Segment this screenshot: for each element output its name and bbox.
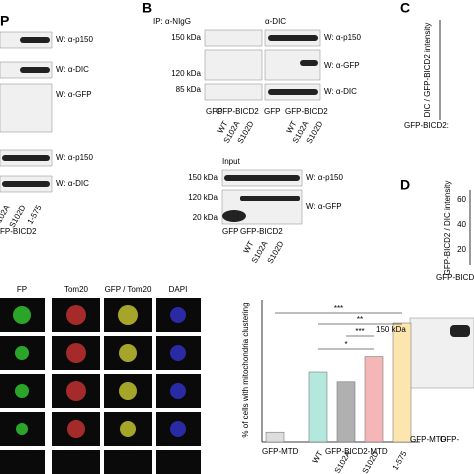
label: GFP-BICD2 xyxy=(285,107,328,116)
label: P xyxy=(0,13,9,29)
label: IP: α-NIgG xyxy=(153,17,191,26)
label: 85 kDa xyxy=(176,85,202,94)
y-axis-label: DIC / GFP-BICD2 intensity xyxy=(423,23,432,118)
label: 20 kDa xyxy=(193,213,219,222)
label: FP-BICD2 xyxy=(0,227,37,236)
label: W: α-GFP xyxy=(56,90,92,99)
tick-label: 60 xyxy=(457,195,466,204)
label: W: α-p150 xyxy=(324,33,361,42)
bar xyxy=(392,322,412,443)
label: 150 kDa xyxy=(376,325,406,334)
label: W: α-p150 xyxy=(56,153,93,162)
label: Input xyxy=(222,157,241,166)
label: D xyxy=(400,177,410,193)
significance: * xyxy=(344,340,347,349)
micrographs xyxy=(0,298,201,474)
group-label: GFP-BICD2-MTD xyxy=(325,447,388,456)
significance: *** xyxy=(355,327,364,336)
column-header: GFP / Tom20 xyxy=(105,285,152,294)
label: GFP-BICD2 xyxy=(240,227,283,236)
tick-label: 20 xyxy=(457,245,466,254)
label: GFP xyxy=(206,107,222,116)
cell-signal xyxy=(13,305,186,438)
label: GFP-BICD2: xyxy=(404,121,449,130)
label: 120 kDa xyxy=(171,69,201,78)
bar xyxy=(336,381,356,443)
label: B xyxy=(142,0,152,16)
rotated-label: S102A xyxy=(0,203,12,229)
column-header: Tom20 xyxy=(64,285,89,294)
label: 150 kDa xyxy=(171,33,201,42)
label: W: α-GFP xyxy=(324,61,360,70)
x-tick-label: WT xyxy=(311,449,325,464)
column-header: FP xyxy=(17,285,27,294)
label: GFP-BICD2 xyxy=(436,273,474,282)
label: C xyxy=(400,0,410,16)
rotated-label: S102D xyxy=(8,203,28,229)
label: GFP xyxy=(264,107,280,116)
bar xyxy=(308,371,328,443)
significance: *** xyxy=(334,304,343,313)
label: W: α-DIC xyxy=(56,179,89,188)
label: W: α-DIC xyxy=(324,87,357,96)
bands xyxy=(2,35,470,337)
label: W: α-GFP xyxy=(306,202,342,211)
bar xyxy=(265,431,285,443)
label: 150 kDa xyxy=(188,173,218,182)
label: W: α-p150 xyxy=(306,173,343,182)
label: GFP-BICD2 xyxy=(216,107,259,116)
x-tick-label: 1-575 xyxy=(391,449,409,472)
rotated-label: S102D xyxy=(266,239,286,265)
x-tick-label: GFP-MTD xyxy=(262,447,299,456)
label: 120 kDa xyxy=(188,193,218,202)
label: GFP-MTD xyxy=(410,435,447,444)
rotated-label: 1-575 xyxy=(26,203,44,226)
significance: ** xyxy=(357,315,363,324)
label: GFP xyxy=(222,227,238,236)
bar xyxy=(364,356,384,443)
tick-label: 40 xyxy=(457,220,466,229)
y-axis-label: % of cells with mitochondria clustering xyxy=(241,302,250,437)
label: W: α-p150 xyxy=(56,35,93,44)
column-header: DAPI xyxy=(169,285,188,294)
label: α-DIC xyxy=(265,17,286,26)
label: W: α-DIC xyxy=(56,65,89,74)
y-axis-label: GFP-BICD2 / DIC intensity xyxy=(443,181,452,276)
label: GFP- xyxy=(440,435,459,444)
